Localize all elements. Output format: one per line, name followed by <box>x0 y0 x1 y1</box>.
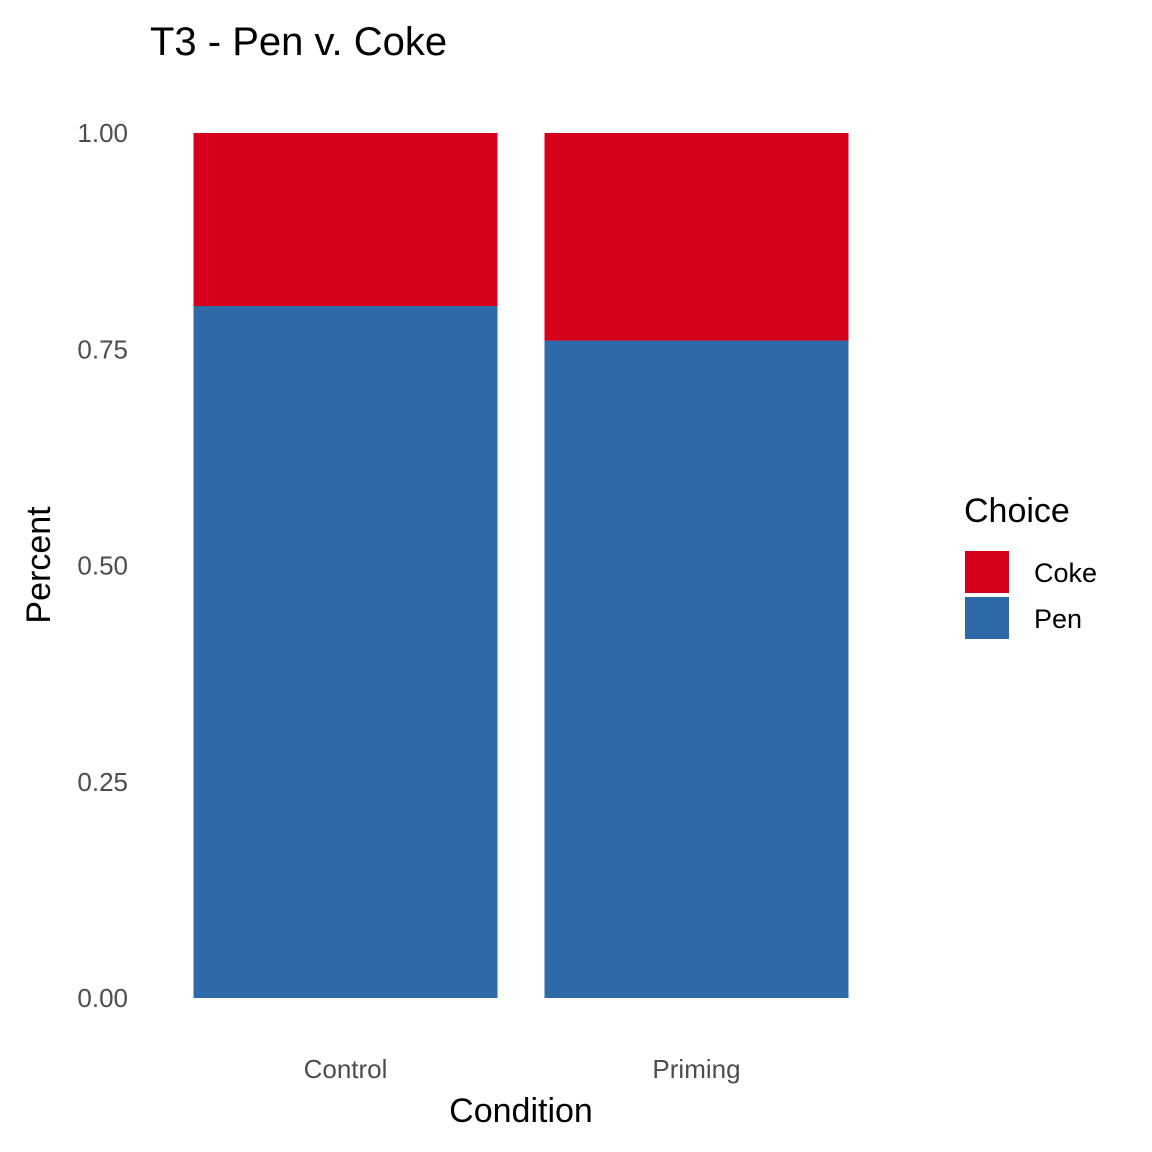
y-tick-label: 0.25 <box>77 767 128 797</box>
legend-label-pen: Pen <box>1034 604 1082 634</box>
bar-priming-coke <box>544 133 849 341</box>
x-tick-label: Priming <box>652 1054 740 1084</box>
y-tick-label: 0.75 <box>77 334 128 364</box>
y-tick-label: 0.00 <box>77 983 128 1013</box>
y-tick-label: 1.00 <box>77 118 128 148</box>
y-tick-label: 0.50 <box>77 551 128 581</box>
bar-control-coke <box>193 133 498 306</box>
y-axis-ticks: 0.00 0.25 0.50 0.75 1.00 <box>77 118 128 1013</box>
legend-key-pen <box>965 597 1009 639</box>
x-axis-ticks: Control Priming <box>304 1054 741 1084</box>
chart-title: T3 - Pen v. Coke <box>150 20 447 64</box>
x-axis-title: Condition <box>449 1092 593 1130</box>
bars <box>193 133 849 999</box>
legend-label-coke: Coke <box>1034 558 1097 588</box>
legend: Choice Coke Pen <box>964 492 1097 639</box>
legend-title: Choice <box>964 492 1070 530</box>
y-axis-title: Percent <box>20 506 58 624</box>
x-tick-label: Control <box>304 1054 388 1084</box>
bar-priming-pen <box>544 340 849 999</box>
legend-key-coke <box>965 551 1009 593</box>
bar-control-pen <box>193 306 498 998</box>
